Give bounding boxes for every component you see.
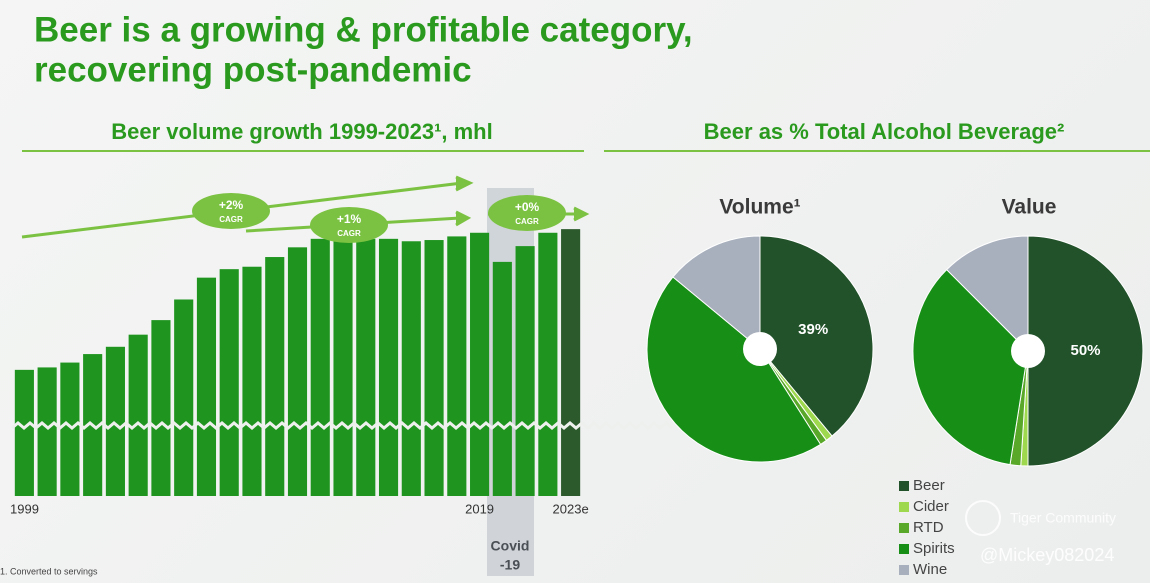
bar <box>378 238 399 496</box>
legend-label: Cider <box>913 498 949 515</box>
cagr-bubble <box>310 207 388 243</box>
cagr-bubble <box>488 195 566 231</box>
pie-slice <box>1027 235 1144 467</box>
bar <box>561 229 581 496</box>
bar <box>515 246 535 496</box>
chart-title: Beer volume growth 1999-2023¹, mhl <box>111 119 492 144</box>
bar <box>447 236 467 496</box>
bar <box>492 261 512 496</box>
pie-slice <box>945 235 1029 353</box>
cagr-label: CAGR <box>219 215 243 224</box>
bar <box>356 238 376 496</box>
bar <box>14 369 34 496</box>
legend-label: RTD <box>913 519 944 536</box>
bar <box>242 266 262 496</box>
bar <box>105 346 125 496</box>
bar <box>538 232 558 496</box>
pie-title: Value <box>1002 196 1057 219</box>
footnote: 1. Converted to servings <box>0 566 98 576</box>
cagr-value: +1% <box>337 212 362 226</box>
legend-label: Beer <box>913 477 945 494</box>
cagr-label: CAGR <box>515 217 539 226</box>
watermark: @Mickey082024 <box>980 545 1114 565</box>
x-tick-label: 2023e <box>553 501 589 516</box>
bar <box>60 362 80 496</box>
legend-swatch <box>899 544 909 554</box>
cagr-value: +0% <box>515 200 540 214</box>
bar <box>128 334 148 496</box>
section-title: Beer as % Total Alcohol Beverage² <box>704 119 1065 144</box>
axis-break <box>11 421 673 430</box>
bar <box>310 238 330 496</box>
watermark: Tiger Community <box>1010 510 1116 526</box>
bar <box>219 269 239 496</box>
x-tick-label: 2019 <box>465 501 494 516</box>
bar <box>174 299 194 496</box>
legend-label: Wine <box>913 561 947 578</box>
x-tick-label: 1999 <box>10 501 39 516</box>
slide-title: recovering post-pandemic <box>34 50 472 89</box>
legend-swatch <box>899 565 909 575</box>
value-label: 39% <box>798 321 828 338</box>
pie-title: Volume¹ <box>719 196 800 219</box>
legend-swatch <box>899 481 909 491</box>
bar <box>424 240 444 496</box>
bar <box>151 320 171 496</box>
watermark-logo <box>965 500 1001 536</box>
pie-hole <box>743 332 777 366</box>
legend-label: Spirits <box>913 540 955 557</box>
value-label: 50% <box>1070 342 1100 359</box>
covid-label: Covid <box>491 538 530 554</box>
cagr-label: CAGR <box>337 229 361 238</box>
pie-hole <box>1011 334 1045 368</box>
legend-swatch <box>899 502 909 512</box>
covid-label: -19 <box>500 557 520 573</box>
cagr-value: +2% <box>219 198 244 212</box>
cagr-bubble <box>192 193 270 229</box>
bar <box>287 247 308 496</box>
bar <box>470 232 490 496</box>
bar <box>333 241 353 496</box>
pie-slice <box>759 235 874 437</box>
bar <box>401 241 421 496</box>
slide-title: Beer is a growing & profitable category, <box>34 10 693 49</box>
pie-slice <box>646 276 822 463</box>
bar <box>196 277 217 496</box>
bar <box>265 257 285 496</box>
bar <box>37 367 57 496</box>
pie-slice <box>912 268 1029 466</box>
pie-slice <box>672 235 761 351</box>
legend-swatch <box>899 523 909 533</box>
